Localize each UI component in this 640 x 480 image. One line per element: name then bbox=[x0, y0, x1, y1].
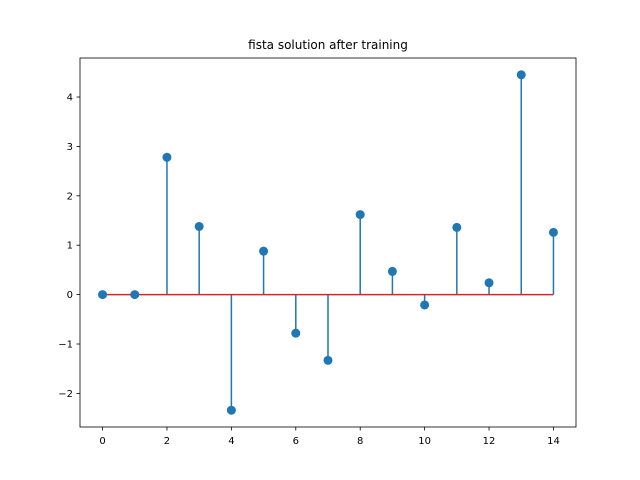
y-tick-label: 4 bbox=[67, 93, 73, 104]
stem-marker bbox=[548, 227, 558, 237]
stem-marker bbox=[387, 266, 397, 276]
stem-marker bbox=[516, 70, 526, 80]
chart-title: fista solution after training bbox=[248, 38, 408, 52]
stem-marker bbox=[420, 300, 430, 310]
x-tick-label: 8 bbox=[357, 436, 363, 447]
stem-marker bbox=[130, 290, 140, 300]
stem-marker bbox=[194, 221, 204, 231]
stem-lines bbox=[166, 74, 555, 411]
x-tick-label: 12 bbox=[483, 436, 496, 447]
y-tick-label: 0 bbox=[67, 290, 73, 301]
stem-marker bbox=[355, 210, 365, 220]
x-tick-label: 6 bbox=[293, 436, 299, 447]
x-tick-label: 4 bbox=[228, 436, 234, 447]
x-tick-label: 10 bbox=[418, 436, 431, 447]
y-axis-ticks: −2 −1 0 1 2 3 4 bbox=[58, 93, 80, 400]
y-tick-label: 3 bbox=[67, 142, 73, 153]
y-tick-label: 2 bbox=[67, 191, 73, 202]
y-tick-label: −1 bbox=[58, 340, 73, 351]
y-tick-label: 1 bbox=[67, 241, 73, 252]
x-axis-ticks: 0 2 4 6 8 10 12 14 bbox=[99, 427, 560, 447]
stem-marker bbox=[98, 290, 108, 300]
stem-marker bbox=[259, 246, 269, 256]
stem-marker bbox=[162, 152, 172, 162]
stem-marker bbox=[291, 328, 301, 338]
x-tick-label: 2 bbox=[164, 436, 170, 447]
stem-markers bbox=[98, 70, 558, 415]
x-tick-label: 0 bbox=[99, 436, 105, 447]
x-tick-label: 14 bbox=[547, 436, 560, 447]
stem-marker bbox=[323, 355, 333, 365]
stem-marker bbox=[452, 222, 462, 232]
y-tick-label: −2 bbox=[58, 389, 73, 400]
plot-area-frame bbox=[79, 57, 577, 428]
stem-marker bbox=[484, 278, 494, 288]
stem-marker bbox=[226, 405, 236, 415]
